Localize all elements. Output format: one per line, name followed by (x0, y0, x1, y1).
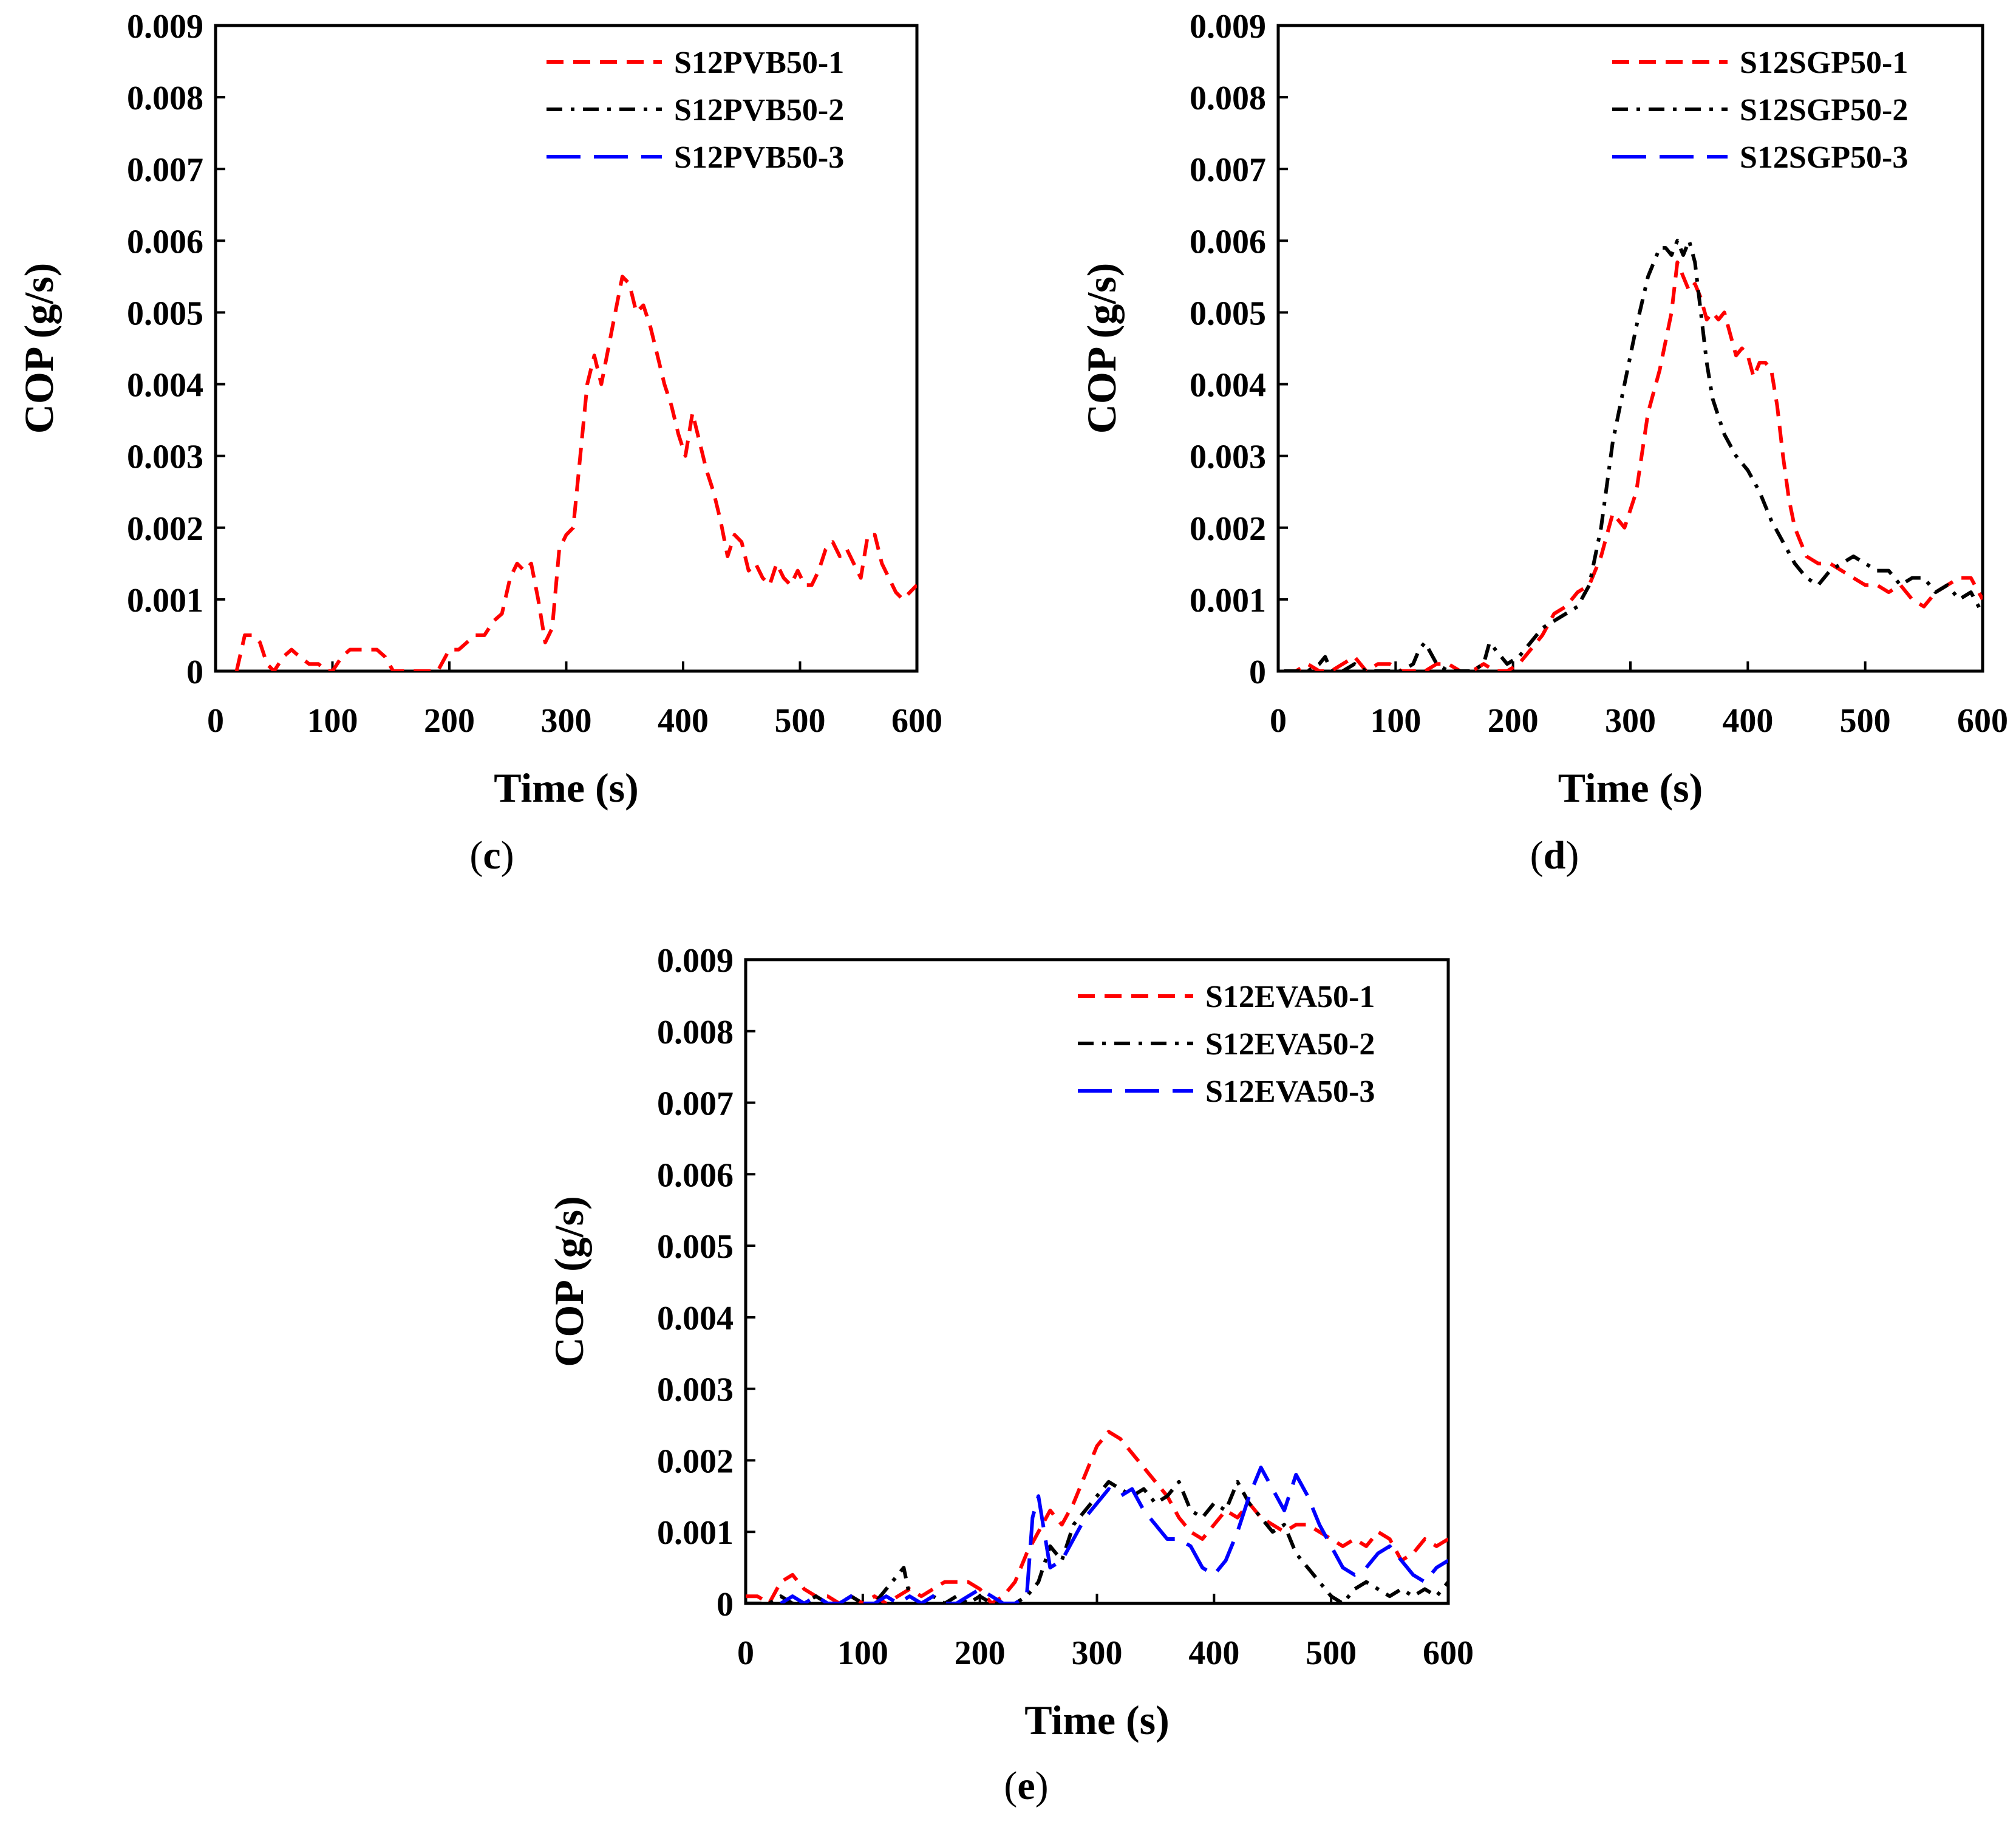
x-tick-label: 400 (1188, 1634, 1239, 1672)
x-axis-title: Time (s) (494, 765, 639, 811)
x-tick-label: 100 (307, 702, 358, 740)
y-tick-label: 0.003 (1190, 439, 1266, 476)
y-tick-label: 0.005 (127, 295, 203, 332)
y-tick-label: 0.006 (1190, 223, 1266, 261)
x-tick-label: 500 (1840, 702, 1891, 740)
series-line-2 (746, 1480, 1448, 1603)
x-tick-label: 200 (424, 702, 475, 740)
series-line-1 (1284, 260, 1983, 671)
x-tick-label: 200 (955, 1634, 1006, 1672)
x-tick-label: 600 (891, 702, 942, 740)
legend-label: S12EVA50-1 (1205, 980, 1375, 1014)
legend-label: S12PVB50-3 (674, 140, 844, 175)
x-axis-title: Time (s) (1558, 765, 1703, 811)
x-tick-label: 0 (207, 702, 224, 740)
y-tick-label: 0.001 (127, 582, 203, 620)
y-tick-label: 0.006 (657, 1156, 734, 1194)
y-tick-label: 0.009 (657, 942, 734, 980)
y-tick-label: 0.004 (657, 1300, 734, 1337)
x-tick-label: 300 (1605, 702, 1656, 740)
y-tick-label: 0.007 (657, 1085, 734, 1123)
y-tick-label: 0.002 (657, 1442, 734, 1480)
legend-label: S12PVB50-1 (674, 46, 844, 80)
y-tick-label: 0.007 (1190, 151, 1266, 189)
panel-letter: e (1017, 1764, 1035, 1808)
x-tick-label: 300 (1072, 1634, 1123, 1672)
x-tick-label: 500 (1306, 1634, 1357, 1672)
panel-letter: c (483, 833, 500, 878)
x-tick-label: 100 (837, 1634, 888, 1672)
chart-panel-c: 0 100 200 300 400 500 600 0 0.001 0.002 0.003 0.004… (16, 8, 942, 878)
x-tick-label: 0 (1270, 702, 1287, 740)
legend-label: S12SGP50-3 (1740, 140, 1908, 175)
y-tick-label: 0.009 (1190, 8, 1266, 46)
chart-panel-d: 0 100 200 300 400 500 600 0 0.001 0.002 0.003 0.004… (1078, 8, 2008, 878)
legend-label: S12PVB50-2 (674, 93, 844, 128)
y-tick-label: 0.007 (127, 151, 203, 189)
series-line-1 (234, 275, 917, 671)
y-tick-label: 0.008 (657, 1014, 734, 1051)
legend-label: S12EVA50-2 (1205, 1027, 1375, 1062)
x-tick-label: 400 (1722, 702, 1773, 740)
y-tick-label: 0 (1249, 654, 1266, 691)
y-tick-label: 0 (186, 654, 203, 691)
y-tick-label: 0.008 (127, 80, 203, 117)
y-tick-label: 0.002 (127, 510, 203, 548)
y-tick-label: 0.003 (657, 1371, 734, 1409)
y-tick-label: 0.001 (1190, 582, 1266, 620)
x-axis-title: Time (s) (1024, 1697, 1170, 1743)
y-tick-label: 0.001 (657, 1514, 734, 1552)
y-tick-label: 0.009 (127, 8, 203, 46)
legend-label: S12EVA50-3 (1205, 1074, 1375, 1109)
x-tick-label: 400 (658, 702, 709, 740)
y-tick-label: 0.006 (127, 223, 203, 261)
series-line-1 (746, 1430, 1448, 1603)
panel-label: (e) (1004, 1764, 1048, 1808)
panel-label: (c) (469, 833, 514, 878)
x-tick-label: 0 (737, 1634, 754, 1672)
panel-letter: d (1544, 833, 1566, 878)
x-tick-label: 300 (541, 702, 592, 740)
legend-label: S12SGP50-1 (1740, 46, 1908, 80)
y-tick-label: 0.008 (1190, 80, 1266, 117)
x-tick-label: 200 (1488, 702, 1539, 740)
y-tick-label: 0.005 (1190, 295, 1266, 332)
panel-label: (d) (1530, 833, 1579, 878)
y-tick-label: 0.005 (657, 1228, 734, 1266)
y-tick-label: 0.002 (1190, 510, 1266, 548)
y-axis-title: COP (g/s) (16, 263, 62, 434)
x-tick-label: 100 (1370, 702, 1421, 740)
x-tick-label: 600 (1957, 702, 2008, 740)
y-tick-label: 0 (717, 1586, 734, 1623)
y-tick-label: 0.004 (127, 367, 203, 404)
x-tick-label: 500 (775, 702, 826, 740)
y-tick-label: 0.003 (127, 439, 203, 476)
y-axis-title: COP (g/s) (1078, 263, 1125, 434)
legend-label: S12SGP50-2 (1740, 93, 1908, 128)
y-axis-title: COP (g/s) (546, 1196, 592, 1367)
y-tick-label: 0.004 (1190, 367, 1266, 404)
series-line-3 (780, 1466, 1448, 1603)
x-tick-label: 600 (1423, 1634, 1474, 1672)
chart-panel-e: 0 100 200 300 400 500 600 0 0.001 0.002 0.003 0.004… (546, 942, 1474, 1808)
series-line-2 (1284, 239, 1983, 671)
